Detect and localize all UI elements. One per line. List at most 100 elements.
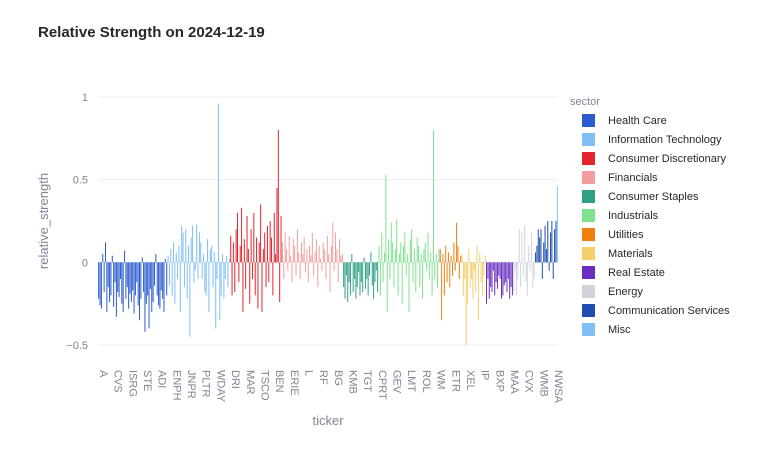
bar [219,262,221,321]
bar [405,262,407,276]
bar [556,186,558,263]
bar [337,262,339,283]
x-tick-label: ADI [156,370,168,388]
bar [317,262,319,288]
bar [398,254,400,263]
bar [484,255,486,263]
bar [126,262,128,288]
bar [236,212,238,263]
bar [453,242,455,263]
bar [306,249,308,263]
bar [373,262,375,299]
legend-swatch [582,114,595,127]
bar [496,262,498,289]
bar [367,262,369,296]
bar [162,262,164,299]
bar [217,103,219,263]
bar [208,262,210,312]
bar [202,254,204,263]
bar [234,262,236,293]
bar [454,262,456,271]
x-tick-label: GEV [391,370,403,394]
bar [341,254,343,263]
series-information-technology [167,103,230,337]
bar [310,255,312,263]
bar [260,204,262,263]
bar [145,262,147,304]
bar [334,232,336,263]
bar [521,232,523,263]
bar [277,130,279,263]
x-tick-label: ETR [449,370,461,392]
bar [137,262,139,306]
bar [227,262,229,288]
bar [223,262,225,299]
bar [300,242,302,263]
x-tick-label: CPRT [376,370,388,400]
bar [118,262,120,298]
legend-label: Consumer Discretionary [608,153,726,165]
bar [215,262,217,329]
bar [318,245,320,263]
bar [299,262,301,279]
bar [121,262,123,304]
bar [513,262,515,293]
bar [495,262,497,283]
bar [171,262,173,296]
bar [239,245,241,263]
bar [109,262,111,303]
bar [460,255,462,263]
bar [427,232,429,263]
bar [261,262,263,312]
bar [475,262,477,293]
bar [340,255,342,263]
legend-swatch [582,247,595,260]
bar [163,262,165,312]
bar [283,262,285,279]
bar [543,242,545,263]
x-tick-label: ROL [420,370,432,393]
bar [488,262,490,299]
bar [98,262,100,299]
bar [554,229,556,263]
bar [404,232,406,263]
bar [298,252,300,263]
bar [535,252,537,263]
bar [393,262,395,288]
bar [262,249,264,263]
bar [394,249,396,263]
bar [287,262,289,271]
x-tick-label: MAA [508,370,520,395]
x-tick-label: KMB [347,370,359,394]
bar [279,262,281,303]
bar [115,262,117,317]
legend-label: Utilities [608,229,644,241]
bar [124,250,126,263]
bar [457,245,459,263]
bar [477,262,479,321]
x-tick-label: PLTR [200,370,212,397]
bar [348,262,350,283]
bar [533,262,535,279]
bar [178,245,180,263]
bar [291,262,293,283]
bar [139,262,141,321]
bar [540,229,542,263]
bar [355,262,357,299]
x-tick-label: JNPR [185,370,197,399]
bar [415,262,417,293]
bar [213,252,215,263]
bar [179,262,181,312]
bar [168,262,170,286]
bar [322,242,324,263]
bar [430,252,432,263]
x-tick-label: RF [317,370,329,385]
x-tick-label: L [302,370,314,376]
bar [552,262,554,279]
bar [132,262,134,291]
bar [251,262,253,279]
bar [333,262,335,271]
bar [551,221,553,263]
bar [547,221,549,263]
